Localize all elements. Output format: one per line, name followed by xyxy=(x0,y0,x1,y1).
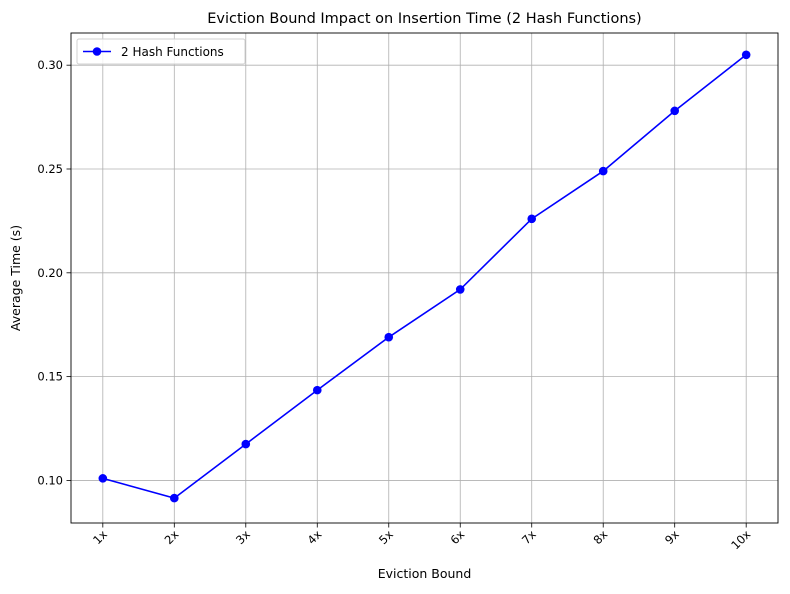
series-layer xyxy=(98,50,751,503)
series-line xyxy=(102,54,747,499)
y-tick-label: 0.30 xyxy=(37,58,63,72)
legend: 2 Hash Functions xyxy=(76,38,246,65)
legend-label: 2 Hash Functions xyxy=(121,45,224,59)
plot-frame xyxy=(70,32,779,524)
data-point xyxy=(741,50,751,60)
y-tick-label: 0.10 xyxy=(37,473,63,487)
x-axis-label: Eviction Bound xyxy=(378,566,472,581)
data-point xyxy=(455,285,465,294)
data-point xyxy=(384,332,394,342)
data-point xyxy=(98,474,108,483)
grid-layer xyxy=(71,33,778,523)
axes-layer xyxy=(70,32,779,524)
legend-box xyxy=(76,38,246,65)
data-point xyxy=(312,385,322,395)
y-tick-label: 0.15 xyxy=(37,370,63,384)
data-point xyxy=(598,166,608,176)
chart-title: Eviction Bound Impact on Insertion Time … xyxy=(207,11,641,27)
y-tick-label: 0.25 xyxy=(37,162,63,176)
data-point xyxy=(527,214,537,224)
y-tick-label: 0.20 xyxy=(37,266,63,280)
y-axis-label: Average Time (s) xyxy=(8,225,23,331)
legend-marker xyxy=(92,47,102,56)
data-point xyxy=(170,493,179,503)
data-point xyxy=(670,106,679,116)
data-point xyxy=(241,439,251,449)
